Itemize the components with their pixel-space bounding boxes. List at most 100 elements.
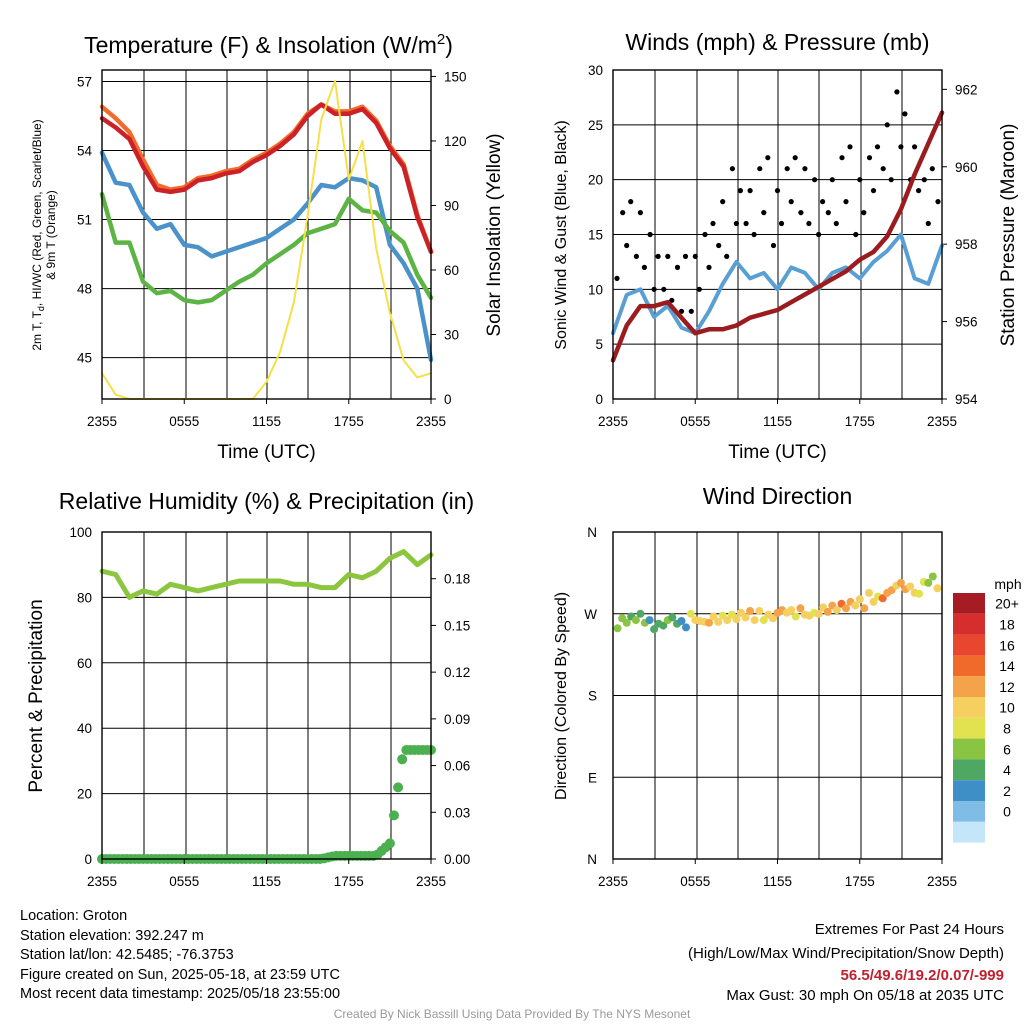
gust-point (614, 275, 620, 281)
direction-point (732, 615, 741, 624)
gust-point (737, 188, 744, 194)
y-tick-label: 10 (588, 282, 603, 297)
direction-point (705, 618, 713, 627)
gust-point (880, 166, 886, 172)
y2-tick-label: 0.12 (444, 665, 470, 680)
gust-point (916, 188, 922, 194)
x-tick-label: 0555 (680, 414, 710, 429)
gust-point (757, 166, 763, 172)
gust-point (647, 231, 653, 238)
direction-point (791, 612, 800, 621)
direction-point (915, 589, 924, 598)
y2-tick-label: 0 (444, 392, 452, 407)
legend-label: 0 (1003, 804, 1011, 820)
pressure-line (610, 110, 945, 363)
gust-point (935, 199, 941, 205)
y2-tick-label: 0.15 (444, 618, 470, 633)
y-tick-label: 25 (588, 118, 603, 133)
x-tick-label: 2355 (927, 874, 957, 889)
gust-point (929, 166, 935, 172)
chart-title: Temperature (F) & Insolation (W/m2) (84, 31, 453, 58)
precip-point (384, 838, 395, 849)
direction-point (750, 616, 759, 625)
wind-line (611, 232, 944, 336)
gust-point (678, 308, 685, 314)
x-tick-label: 2355 (927, 414, 957, 429)
direction-point (668, 613, 677, 622)
direction-point (896, 578, 905, 587)
y-tick-label: 100 (69, 525, 92, 540)
legend-swatch (953, 717, 985, 739)
station-location: Location: Groton (20, 908, 128, 924)
gust-point (692, 253, 698, 259)
y-tick-label: 40 (77, 721, 92, 736)
x-axis-label: Time (UTC) (728, 442, 827, 463)
gust-point (702, 231, 708, 238)
y2-tick-label: 956 (955, 315, 978, 330)
direction-point (677, 617, 686, 625)
y2-tick-label: 0.18 (444, 572, 470, 587)
legend-swatch (953, 801, 985, 822)
gust-point (839, 155, 845, 161)
legend-swatch (953, 697, 985, 718)
chart-title: Relative Humidity (%) & Precipitation (i… (59, 488, 474, 514)
legend-label: 4 (1003, 762, 1011, 778)
gust-point (620, 210, 626, 216)
y-tick-label: E (588, 770, 597, 785)
y-tick-label: 15 (588, 228, 603, 243)
gust-point (770, 242, 777, 249)
y-tick-label: 30 (588, 63, 603, 78)
gust-point (774, 188, 781, 194)
x-tick-label: 1755 (845, 874, 875, 889)
gust-point (751, 231, 757, 238)
gust-point (806, 220, 812, 227)
y-tick-label: N (587, 852, 597, 867)
precip-point (393, 782, 404, 793)
direction-point (755, 607, 764, 615)
gust-point (733, 220, 740, 227)
x-tick-label: 2355 (598, 874, 628, 889)
max-gust: Max Gust: 30 mph On 05/18 at 2035 UTC (726, 987, 1004, 1004)
gust-point (716, 242, 722, 249)
x-tick-label: 2355 (416, 414, 446, 429)
station-elevation: Station elevation: 392.247 m (20, 927, 204, 944)
y-tick-label: 54 (77, 144, 93, 159)
y-tick-label: 51 (77, 213, 92, 228)
precip-point (397, 754, 408, 765)
gust-point (798, 210, 804, 216)
direction-point (906, 582, 915, 591)
dewpoint-line (99, 191, 434, 305)
x-tick-label: 1155 (763, 874, 792, 889)
direction-point (928, 572, 937, 581)
x-tick-label: 1155 (763, 414, 792, 429)
x-tick-label: 2355 (87, 874, 117, 889)
precip-point (389, 810, 399, 821)
gust-point (765, 155, 771, 161)
legend-label: 20+ (995, 596, 1019, 612)
direction-point (686, 609, 695, 618)
gust-point (857, 177, 863, 183)
direction-point (787, 606, 796, 615)
direction-point (924, 578, 933, 587)
gust-point (688, 308, 694, 314)
legend-label: 2 (1003, 783, 1011, 799)
gust-point (861, 210, 867, 216)
y-tick-label: 80 (77, 590, 92, 605)
gust-point (624, 242, 630, 249)
gust-point (729, 166, 736, 172)
gust-point (674, 264, 681, 270)
legend-swatch (953, 821, 985, 843)
credit-line: Created By Nick Bassill Using Data Provi… (333, 1007, 691, 1021)
gust-point (802, 166, 808, 172)
gust-point (925, 220, 931, 227)
direction-point (746, 607, 755, 615)
extremes-panel: Extremes For Past 24 Hours (High/Low/Max… (688, 918, 1004, 1006)
y-axis-label-left: Percent & Precipitation (26, 599, 47, 792)
legend-label: 16 (999, 637, 1015, 653)
extremes-title: Extremes For Past 24 Hours (814, 921, 1004, 938)
gust-point (706, 264, 712, 270)
gust-point (669, 297, 675, 303)
y-tick-label: 0 (84, 852, 92, 867)
gust-point (724, 253, 730, 259)
gust-point (655, 253, 661, 259)
